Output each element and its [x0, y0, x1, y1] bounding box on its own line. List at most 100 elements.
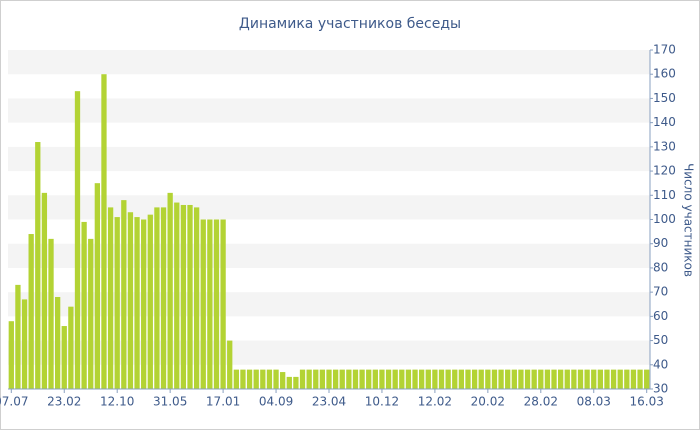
bar	[299, 369, 306, 389]
bar	[544, 369, 551, 389]
bar	[531, 369, 537, 389]
bar	[571, 369, 577, 389]
bar	[227, 340, 233, 389]
bar	[141, 219, 147, 389]
bar	[644, 369, 650, 389]
bar	[610, 369, 617, 389]
bar	[458, 369, 465, 389]
bar	[471, 369, 478, 389]
y-tick-label: 160	[653, 67, 676, 81]
y-tick-label: 30	[653, 382, 668, 396]
bar	[127, 212, 134, 389]
x-tick-label: 04.09	[259, 395, 293, 409]
bar	[253, 369, 259, 389]
bar	[54, 296, 61, 389]
bar	[200, 219, 206, 389]
bar	[558, 369, 564, 389]
y-tick-label: 140	[653, 115, 676, 129]
bar	[511, 369, 517, 389]
bar	[81, 221, 87, 389]
bar	[180, 204, 187, 389]
bar	[240, 369, 246, 389]
x-tick-label: 17.01	[206, 395, 240, 409]
bar	[339, 369, 345, 389]
bar	[630, 369, 637, 389]
bar	[412, 369, 418, 389]
bar	[564, 369, 570, 389]
bar	[359, 369, 365, 389]
bar	[286, 376, 292, 389]
bar	[88, 238, 94, 389]
x-tick-label: 08.03	[577, 395, 611, 409]
grid-band	[8, 50, 650, 75]
bar	[392, 369, 398, 389]
bar	[193, 207, 200, 389]
bar	[21, 299, 28, 389]
y-tick-label: 120	[653, 164, 676, 178]
bar	[41, 192, 48, 389]
bar	[637, 369, 643, 389]
bar	[498, 369, 504, 389]
bar	[273, 369, 279, 389]
y-axis-label: Число участников	[682, 163, 696, 277]
bar	[174, 202, 180, 389]
bar	[293, 376, 299, 389]
bar	[425, 369, 431, 389]
bar	[207, 219, 213, 389]
bar	[154, 207, 160, 389]
bar	[597, 369, 604, 389]
x-tick-label: 23.04	[312, 395, 346, 409]
bar	[35, 142, 41, 389]
y-tick-label: 100	[653, 212, 676, 226]
bar	[465, 369, 471, 389]
bar	[233, 369, 239, 389]
y-tick-label: 60	[653, 309, 668, 323]
bar	[246, 369, 253, 389]
x-tick-label: 23.02	[47, 395, 81, 409]
x-tick-label: 07.07	[0, 395, 28, 409]
bar	[538, 369, 544, 389]
bar	[332, 369, 339, 389]
bar	[74, 91, 81, 390]
bar	[101, 74, 107, 389]
y-tick-label: 130	[653, 139, 676, 153]
bar	[306, 369, 312, 389]
bar	[15, 284, 21, 389]
bar	[114, 217, 120, 389]
x-tick-label: 20.02	[471, 395, 505, 409]
bar	[266, 369, 273, 389]
bar	[352, 369, 359, 389]
y-tick-label: 70	[653, 285, 668, 299]
bar	[399, 369, 405, 389]
bar	[518, 369, 524, 389]
bar	[319, 369, 326, 389]
grid-band	[8, 146, 650, 172]
x-tick-label: 16.03	[630, 395, 664, 409]
y-tick-label: 40	[653, 357, 668, 371]
bar	[147, 214, 153, 389]
bar	[624, 369, 630, 389]
bar	[617, 369, 623, 389]
grid-band	[8, 98, 650, 123]
bar	[280, 372, 286, 389]
bar	[505, 369, 511, 389]
x-tick-label: 28.02	[524, 395, 558, 409]
bar	[445, 369, 451, 389]
x-tick-label: 10.12	[365, 395, 399, 409]
bar	[107, 207, 114, 389]
bar	[48, 238, 54, 389]
bar	[524, 369, 531, 389]
bar	[313, 369, 319, 389]
bar	[591, 369, 597, 389]
bar	[167, 192, 173, 389]
bar	[379, 369, 385, 389]
bar	[326, 369, 332, 389]
bar	[61, 326, 67, 389]
bar	[584, 369, 590, 389]
x-tick-label: 31.05	[153, 395, 187, 409]
bar	[260, 369, 266, 389]
y-tick-label: 50	[653, 333, 668, 347]
bar	[419, 369, 425, 389]
bar	[372, 369, 378, 389]
bar	[551, 369, 557, 389]
